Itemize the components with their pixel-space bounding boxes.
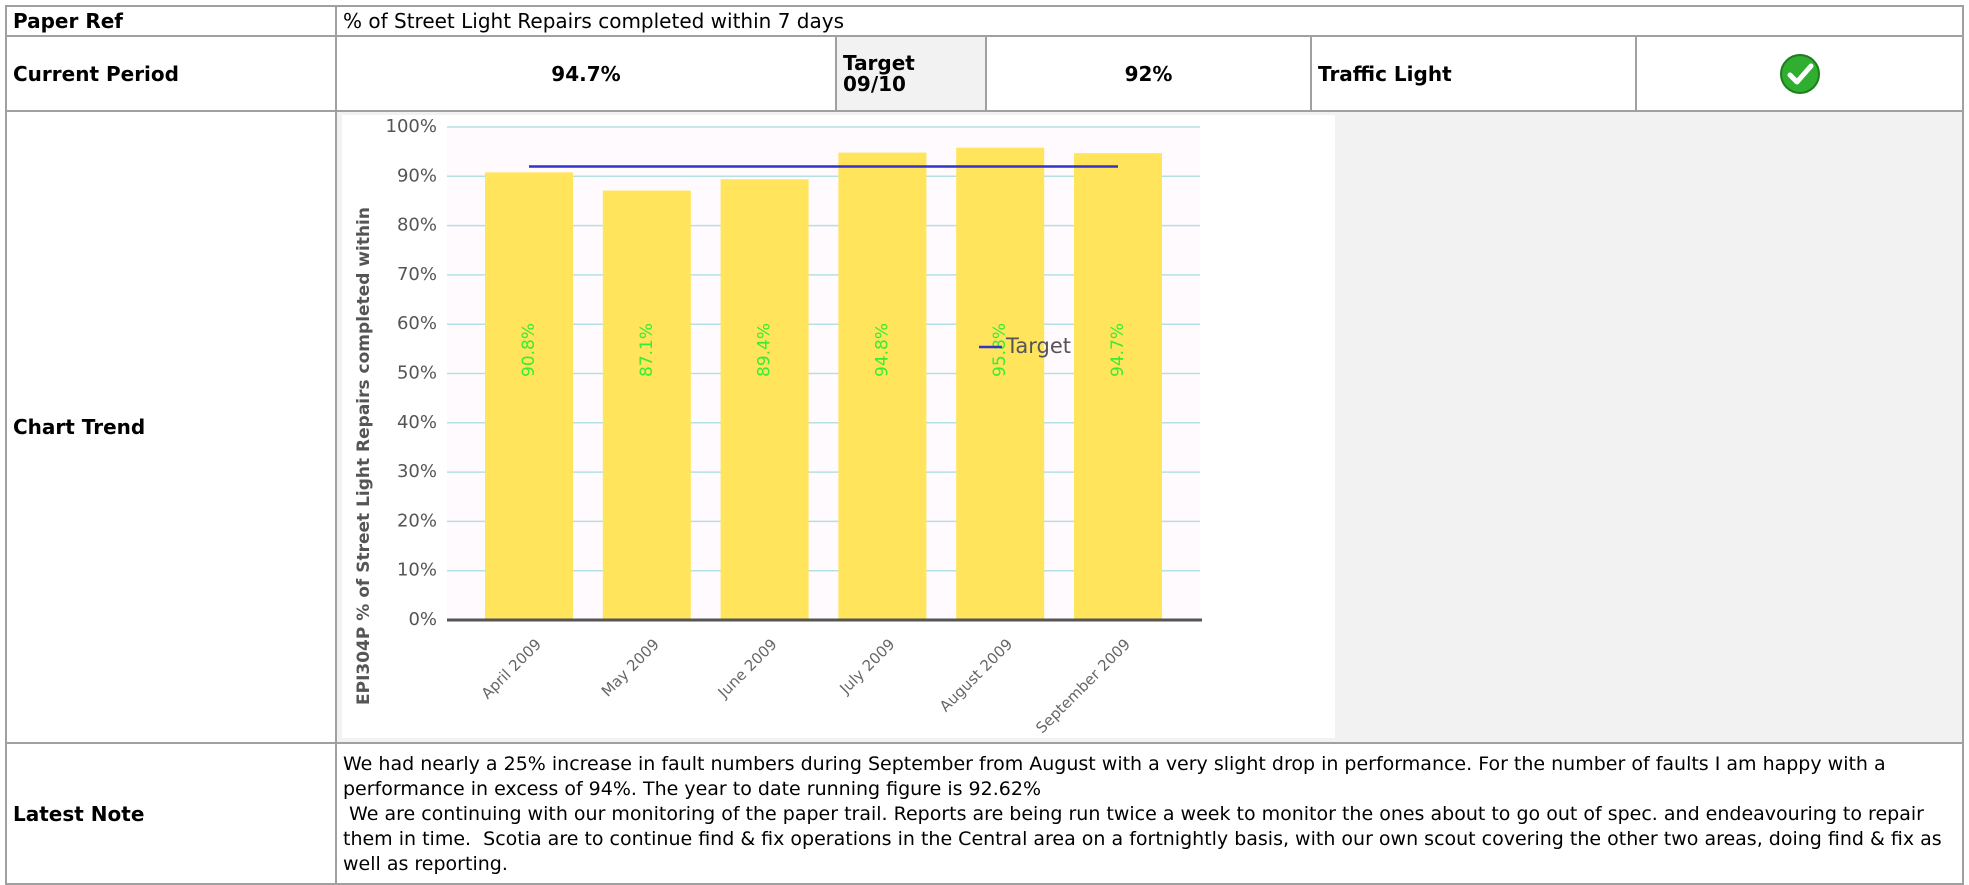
value-label: 87.1% [637, 323, 657, 377]
value-label: 89.4% [755, 323, 775, 377]
note-cell: We had nearly a 25% increase in fault nu… [335, 742, 1964, 885]
y-tick-label: 80% [397, 215, 437, 236]
y-tick-label: 0% [408, 609, 437, 630]
y-tick-label: 90% [397, 165, 437, 186]
value-label: 90.8% [519, 323, 539, 377]
label-cell: Latest Note [5, 742, 337, 885]
bar [720, 179, 809, 620]
y-tick-label: 50% [397, 363, 437, 384]
label-cell: Target 09/10 [835, 35, 987, 112]
y-tick-label: 70% [397, 264, 437, 285]
bar [485, 172, 573, 620]
check-icon [1779, 53, 1820, 94]
value-cell: 94.7% [335, 35, 837, 112]
value-label: 94.7% [1108, 323, 1128, 377]
bar [956, 147, 1045, 620]
value-label: 94.8% [872, 323, 892, 377]
value-cell: % of Street Light Repairs completed with… [335, 5, 1964, 37]
y-axis-label: EPI304P % of Street Light Repairs comple… [354, 207, 374, 705]
y-tick-label: 20% [397, 510, 437, 531]
chart-cell: 0% 10% 20% 30% 40% 50% 60% 70% 80% 90% 100% EPI304P… [335, 110, 1964, 744]
bar [1074, 153, 1162, 620]
y-tick-label: 60% [397, 313, 437, 334]
label-cell: Current Period [5, 35, 337, 112]
traffic-light-cell [1635, 35, 1964, 112]
y-tick-label: 10% [397, 560, 437, 581]
label-cell: Paper Ref [5, 5, 337, 37]
value-label: 95.8% [990, 323, 1010, 377]
bar [838, 152, 927, 621]
note-paragraph: We are continuing with our monitoring of… [343, 803, 1948, 875]
bar [602, 190, 691, 621]
y-tick-label: 100% [386, 116, 437, 137]
chart: 0% 10% 20% 30% 40% 50% 60% 70% 80% 90% 100% EPI304P… [342, 115, 1335, 738]
y-tick-label: 40% [397, 412, 437, 433]
y-tick-label: 30% [397, 461, 437, 482]
legend-label: Target [1005, 334, 1071, 358]
label-cell: Traffic Light [1310, 35, 1637, 112]
value-cell: 92% [985, 35, 1312, 112]
note-paragraph: We had nearly a 25% increase in fault nu… [343, 753, 1886, 800]
label-cell: Chart Trend [5, 110, 337, 744]
